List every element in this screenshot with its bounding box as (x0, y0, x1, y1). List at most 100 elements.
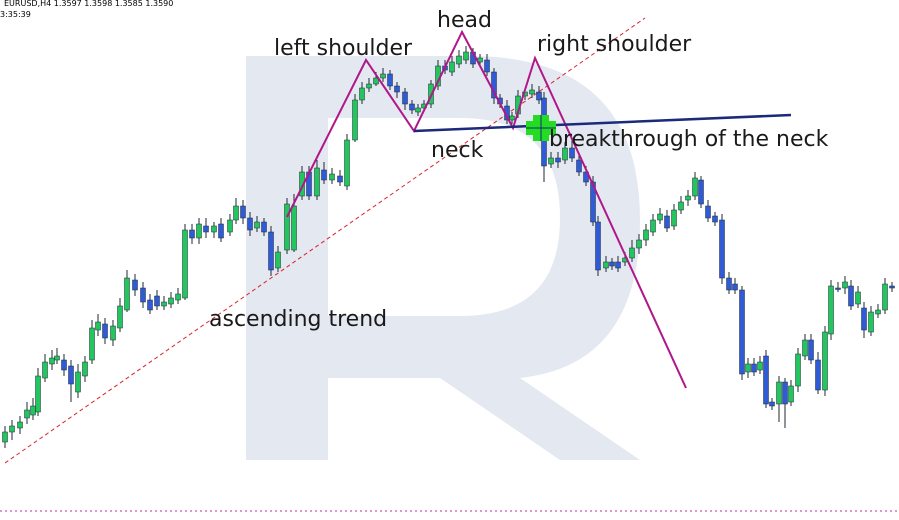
candle (82, 356, 88, 382)
candle (712, 212, 718, 226)
candle (161, 296, 167, 310)
candle (132, 274, 138, 296)
candle-body-bull (636, 239, 642, 249)
candle-body-bull (788, 385, 794, 403)
candle (211, 222, 217, 238)
candle-body-bear (102, 323, 108, 339)
candle-body-bull (2, 431, 8, 443)
candle-body-bull (254, 221, 260, 229)
candle-body-bull (275, 251, 281, 269)
candle (692, 172, 698, 200)
candle-body-bear (739, 289, 745, 375)
candle (275, 246, 281, 272)
candle (889, 282, 895, 292)
candle (102, 318, 108, 344)
candle (456, 50, 462, 68)
candle-body-bear (732, 283, 738, 291)
candle (875, 304, 881, 318)
candle (650, 214, 656, 236)
candle-body-bull (196, 223, 202, 239)
candle (555, 152, 561, 168)
candle (615, 256, 621, 272)
candle (769, 398, 775, 410)
candle-body-bull (35, 375, 41, 413)
candle (268, 226, 274, 276)
candle (61, 354, 67, 376)
candle (848, 280, 854, 310)
candle (828, 280, 834, 340)
candle-body-bear (808, 339, 814, 361)
candle-body-bull (352, 99, 358, 141)
candle (751, 358, 757, 376)
candle (254, 216, 260, 232)
candle (609, 258, 615, 270)
candle (394, 82, 400, 98)
candle (182, 224, 188, 300)
candle-body-bear (189, 229, 195, 239)
candle (240, 200, 246, 224)
candle (402, 88, 408, 110)
candle-body-bear (848, 285, 854, 307)
candle-body-bear (68, 365, 74, 385)
label-left-shoulder: left shoulder (274, 36, 413, 61)
candle (509, 112, 515, 124)
candle-body-bull (291, 205, 297, 251)
candle (227, 214, 233, 236)
candle (110, 320, 116, 346)
candle-body-bull (124, 277, 130, 311)
candle-body-bear (595, 221, 601, 271)
candle-body-bear (491, 71, 497, 99)
candle (808, 334, 814, 364)
candle-body-bear (782, 381, 788, 405)
candle-body-bear (394, 85, 400, 93)
candle-body-bull (757, 361, 763, 371)
candle-body-bull (227, 219, 233, 233)
candle-body-bear (203, 225, 209, 233)
candle-body-bear (218, 223, 224, 239)
candle (154, 290, 160, 310)
candle-body-bear (590, 181, 596, 223)
candle (629, 240, 635, 262)
candle (17, 416, 23, 434)
candle (175, 288, 181, 304)
candle-body-bull (329, 173, 335, 181)
candle (815, 352, 821, 394)
candle-body-bear (247, 217, 253, 231)
candle-body-bull (449, 61, 455, 73)
candle-body-bull (54, 355, 60, 361)
candle-body-bear (555, 157, 561, 163)
candle-body-bull (117, 305, 123, 329)
candle (42, 354, 48, 382)
candle-body-bear (712, 215, 718, 223)
candle (657, 208, 663, 224)
candle-body-bull (828, 285, 834, 335)
candle-body-bear (576, 159, 582, 173)
pattern-outline (286, 29, 687, 389)
candle-body-bear (861, 307, 867, 331)
candle (855, 286, 861, 308)
candle-body-bull (161, 301, 167, 307)
candle (548, 152, 554, 168)
candle (2, 426, 8, 448)
label-right-shoulder: right shoulder (537, 32, 692, 57)
candle-body-bear (769, 401, 775, 407)
candle-body-bear (61, 359, 67, 371)
candle (168, 292, 174, 308)
candle-body-bear (409, 103, 415, 111)
candle (117, 298, 123, 332)
candle-body-bull (678, 201, 684, 211)
candle-body-bear (240, 205, 246, 219)
ascending-trendline (4, 17, 646, 464)
candle (75, 364, 81, 398)
candle-body-bull (842, 281, 848, 289)
candle (822, 326, 828, 396)
candle-body-bull (822, 331, 828, 391)
watermark-logo (246, 56, 640, 460)
candle (671, 204, 677, 230)
candle-body-bear (726, 277, 732, 291)
candle (387, 70, 393, 90)
candle-body-bear (140, 287, 146, 303)
candle-body-bull (9, 425, 15, 433)
candle (802, 334, 808, 360)
candle-body-bull (182, 229, 188, 299)
